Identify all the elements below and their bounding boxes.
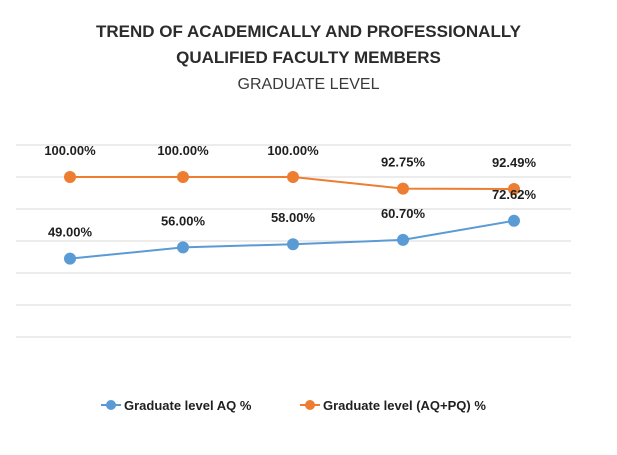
data-label: 49.00% — [48, 225, 93, 240]
legend-label: Graduate level AQ % — [124, 398, 252, 413]
chart-subtitle: GRADUATE LEVEL — [237, 76, 380, 93]
legend-swatch-marker — [106, 400, 116, 410]
legend-item: Graduate level AQ % — [101, 398, 252, 413]
legend-label: Graduate level (AQ+PQ) % — [323, 398, 486, 413]
data-label: 60.70% — [381, 206, 426, 221]
data-point — [287, 238, 299, 251]
data-point — [397, 233, 409, 246]
series-2 — [64, 171, 520, 196]
series-layer — [64, 171, 520, 265]
data-point — [177, 171, 189, 183]
legend-swatch-marker — [305, 400, 315, 410]
data-point — [508, 183, 520, 196]
data-labels: 49.00% 56.00% 58.00% 60.70% 72.62% 100.00% 100… — [44, 143, 536, 240]
data-point — [177, 241, 189, 254]
data-label: 100.00% — [157, 143, 209, 158]
data-label: 56.00% — [161, 213, 206, 228]
data-label: 92.75% — [381, 155, 426, 170]
data-point — [64, 252, 76, 265]
legend: Graduate level AQ % Graduate level (AQ+PQ… — [101, 398, 486, 413]
data-label: 100.00% — [44, 143, 96, 158]
data-label: 100.00% — [267, 143, 319, 158]
chart-title-line-1: TREND OF ACADEMICALLY AND PROFESSIONALLY — [95, 22, 522, 41]
data-point — [287, 171, 299, 183]
data-point — [397, 182, 409, 195]
chart-title-line-2: QUALIFIED FACULTY MEMBERS — [176, 48, 441, 67]
data-label: 72.62% — [492, 187, 537, 202]
data-label: 92.49% — [492, 155, 537, 170]
data-point — [64, 171, 76, 183]
legend-item: Graduate level (AQ+PQ) % — [300, 398, 486, 413]
data-label: 58.00% — [271, 210, 316, 225]
series-1 — [64, 214, 520, 265]
data-point — [508, 214, 520, 227]
